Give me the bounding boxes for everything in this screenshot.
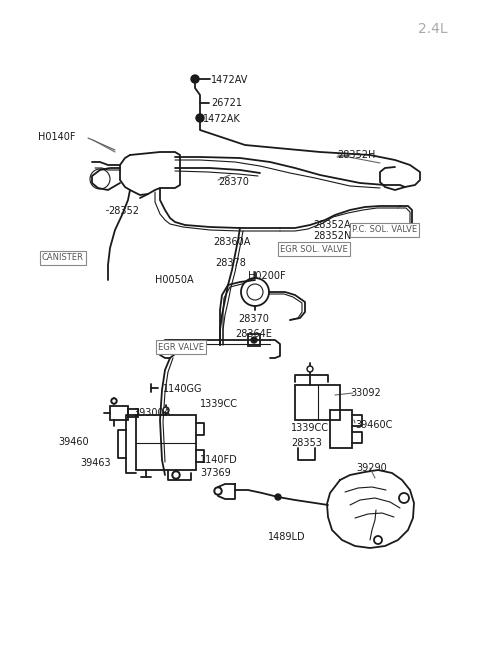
Text: 1140GG: 1140GG [163, 384, 203, 394]
Bar [110, 406, 128, 420]
Text: H0050A: H0050A [155, 275, 193, 285]
Text: 39460C: 39460C [355, 420, 392, 430]
Text: 28352A: 28352A [313, 220, 350, 230]
Bar [248, 334, 260, 346]
Text: 28370: 28370 [218, 177, 249, 187]
Text: EGR VALVE: EGR VALVE [158, 343, 204, 352]
Text: 37369: 37369 [200, 468, 231, 478]
Text: 28352N: 28352N [313, 231, 351, 241]
Circle shape [307, 366, 313, 372]
Text: EGR SOL. VALVE: EGR SOL. VALVE [280, 244, 348, 253]
Text: H0200F: H0200F [248, 271, 286, 281]
Circle shape [275, 494, 281, 500]
Text: 39460: 39460 [58, 437, 89, 447]
Circle shape [174, 473, 178, 477]
Text: 26721: 26721 [211, 98, 242, 108]
Circle shape [113, 400, 115, 402]
Text: 28378: 28378 [215, 258, 246, 268]
Circle shape [196, 114, 204, 122]
Circle shape [191, 75, 199, 83]
Bar [295, 385, 340, 420]
Text: 28352: 28352 [108, 206, 139, 216]
Text: 1472AK: 1472AK [203, 114, 241, 124]
Circle shape [163, 407, 169, 413]
Text: 39463: 39463 [80, 458, 110, 468]
Circle shape [309, 367, 312, 371]
Text: 1472AV: 1472AV [211, 75, 248, 85]
Text: 39300A: 39300A [133, 408, 170, 418]
Text: 28353: 28353 [291, 438, 322, 448]
Bar [330, 410, 352, 448]
Text: 28360A: 28360A [213, 237, 251, 247]
Text: CANISTER: CANISTER [42, 253, 84, 263]
Circle shape [216, 489, 220, 493]
Text: 39290: 39290 [356, 463, 387, 473]
Circle shape [214, 487, 222, 495]
Text: P.C. SOL. VALVE: P.C. SOL. VALVE [352, 225, 417, 234]
Text: 28364E: 28364E [235, 329, 272, 339]
Text: 28370: 28370 [238, 314, 269, 324]
Circle shape [165, 409, 168, 411]
Text: 33092: 33092 [350, 388, 381, 398]
Text: 1339CC: 1339CC [291, 423, 329, 433]
Bar [136, 415, 196, 470]
Text: 28352H: 28352H [337, 150, 375, 160]
Text: 2.4L: 2.4L [419, 22, 448, 36]
Circle shape [172, 471, 180, 479]
Text: H0140F: H0140F [38, 132, 75, 142]
Circle shape [111, 398, 117, 404]
Text: 1140FD: 1140FD [200, 455, 238, 465]
Circle shape [251, 337, 257, 343]
Text: 1489LD: 1489LD [268, 532, 306, 542]
Bar [128, 409, 138, 417]
Text: 1339CC: 1339CC [200, 399, 238, 409]
